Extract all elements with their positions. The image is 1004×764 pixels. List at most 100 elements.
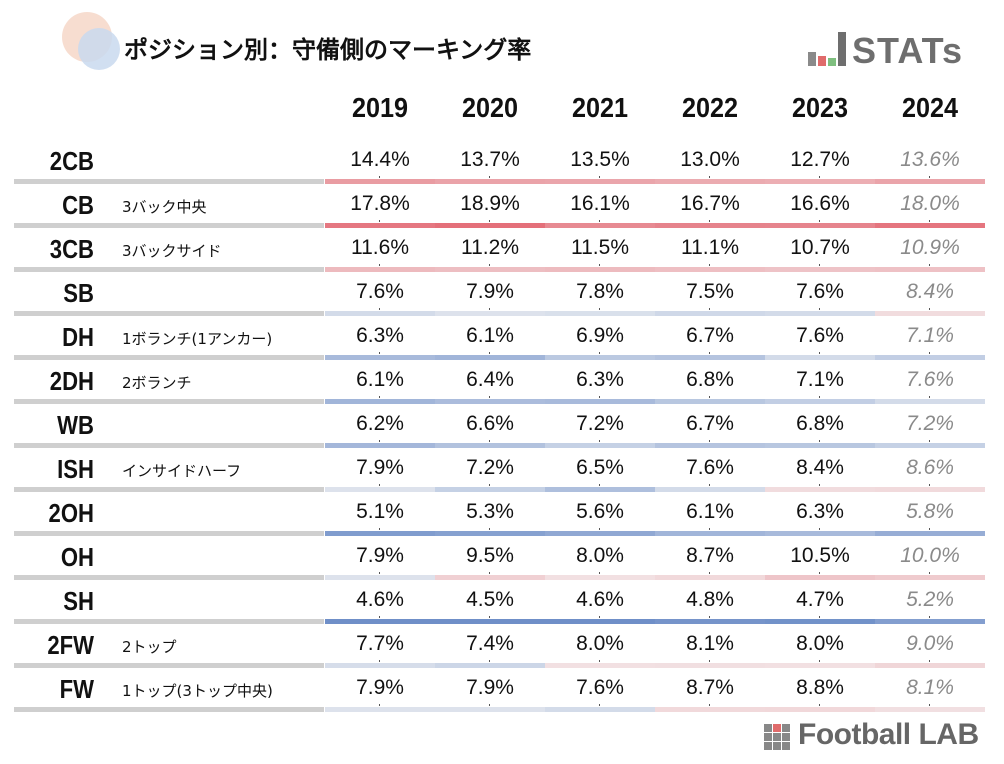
- cell-tick: [709, 528, 710, 530]
- cell-heat-bar: [545, 487, 655, 492]
- cell-value: 8.6%: [906, 456, 954, 479]
- year-header: 2019: [351, 92, 409, 123]
- cell-value: 7.4%: [466, 632, 514, 655]
- data-cell: 13.6%: [875, 140, 985, 184]
- cell-value: 7.6%: [796, 280, 844, 303]
- cell-heat-bar: [765, 223, 875, 228]
- year-header: 2020: [461, 92, 519, 123]
- cell-value: 6.5%: [576, 456, 624, 479]
- cell-heat-bar: [325, 311, 435, 316]
- cell-heat-bar: [875, 267, 985, 272]
- data-cell: 7.6%: [545, 668, 655, 712]
- data-cell: 13.7%: [435, 140, 545, 184]
- data-cell: 6.1%: [435, 316, 545, 360]
- table-row: ISH インサイドハーフ 7.9% 7.2% 6.5% 7.6% 8.4% 8.6%: [0, 448, 1004, 492]
- cell-tick: [819, 484, 820, 486]
- data-cell: 8.1%: [655, 624, 765, 668]
- cell-heat-bar: [655, 619, 765, 624]
- cell-heat-bar: [655, 311, 765, 316]
- cell-tick: [819, 220, 820, 222]
- cell-tick: [819, 440, 820, 442]
- row-baseline: [14, 531, 324, 536]
- year-header: 2021: [571, 92, 629, 123]
- cell-tick: [379, 352, 380, 354]
- cell-tick: [379, 660, 380, 662]
- cell-value: 8.0%: [576, 544, 624, 567]
- cell-tick: [819, 264, 820, 266]
- cell-heat-bar: [435, 267, 545, 272]
- cell-tick: [599, 264, 600, 266]
- cell-heat-bar: [765, 267, 875, 272]
- cell-tick: [489, 352, 490, 354]
- cell-value: 7.1%: [906, 324, 954, 347]
- data-cell: 7.1%: [875, 316, 985, 360]
- cell-heat-bar: [655, 487, 765, 492]
- cell-value: 6.1%: [356, 368, 404, 391]
- cell-value: 6.1%: [686, 500, 734, 523]
- cell-heat-bar: [545, 399, 655, 404]
- cell-tick: [709, 396, 710, 398]
- data-cell: 7.6%: [655, 448, 765, 492]
- cell-value: 8.4%: [906, 280, 954, 303]
- cell-value: 16.7%: [680, 192, 740, 215]
- cell-heat-bar: [875, 663, 985, 668]
- data-cell: 4.6%: [545, 580, 655, 624]
- data-cell: 6.2%: [325, 404, 435, 448]
- cell-heat-bar: [545, 531, 655, 536]
- cell-heat-bar: [435, 663, 545, 668]
- cell-value: 10.9%: [900, 236, 960, 259]
- cell-tick: [489, 440, 490, 442]
- cell-value: 8.0%: [576, 632, 624, 655]
- data-cell: 11.1%: [655, 228, 765, 272]
- cell-value: 6.3%: [576, 368, 624, 391]
- cell-value: 4.8%: [686, 588, 734, 611]
- data-cell: 8.4%: [765, 448, 875, 492]
- cell-tick: [599, 176, 600, 178]
- cell-heat-bar: [325, 575, 435, 580]
- cell-tick: [489, 308, 490, 310]
- data-cell: 4.6%: [325, 580, 435, 624]
- position-label: 2CB: [49, 146, 94, 176]
- cell-tick: [709, 308, 710, 310]
- cell-tick: [489, 220, 490, 222]
- cell-value: 16.1%: [570, 192, 630, 215]
- year-header: 2024: [901, 92, 959, 123]
- data-cell: 16.6%: [765, 184, 875, 228]
- data-cell: 7.9%: [435, 668, 545, 712]
- table-row: 2CB 14.4% 13.7% 13.5% 13.0% 12.7% 13.6%: [0, 140, 1004, 184]
- cell-value: 14.4%: [350, 148, 410, 171]
- data-cell: 8.0%: [545, 536, 655, 580]
- cell-value: 11.6%: [351, 236, 409, 259]
- cell-tick: [599, 616, 600, 618]
- cell-value: 7.6%: [796, 324, 844, 347]
- row-baseline: [14, 223, 324, 228]
- cell-value: 9.5%: [466, 544, 514, 567]
- cell-heat-bar: [435, 531, 545, 536]
- cell-heat-bar: [875, 575, 985, 580]
- position-label: SB: [63, 278, 94, 308]
- cell-tick: [929, 176, 930, 178]
- data-cell: 6.5%: [545, 448, 655, 492]
- position-label: DH: [62, 322, 94, 352]
- cell-heat-bar: [655, 707, 765, 712]
- cell-heat-bar: [545, 355, 655, 360]
- data-cell: 11.6%: [325, 228, 435, 272]
- cell-heat-bar: [325, 179, 435, 184]
- data-cell: 6.8%: [765, 404, 875, 448]
- cell-heat-bar: [655, 663, 765, 668]
- stats-logo: STATs: [808, 30, 988, 72]
- cell-value: 6.7%: [686, 412, 734, 435]
- data-cell: 7.2%: [545, 404, 655, 448]
- data-cell: 8.6%: [875, 448, 985, 492]
- table-row: OH 7.9% 9.5% 8.0% 8.7% 10.5% 10.0%: [0, 536, 1004, 580]
- cell-tick: [819, 704, 820, 706]
- cell-value: 6.8%: [796, 412, 844, 435]
- cell-heat-bar: [875, 399, 985, 404]
- cell-heat-bar: [765, 663, 875, 668]
- position-label: CB: [62, 190, 94, 220]
- data-cell: 8.7%: [655, 668, 765, 712]
- data-cell: 5.6%: [545, 492, 655, 536]
- cell-tick: [599, 220, 600, 222]
- cell-value: 7.6%: [686, 456, 734, 479]
- cell-tick: [929, 528, 930, 530]
